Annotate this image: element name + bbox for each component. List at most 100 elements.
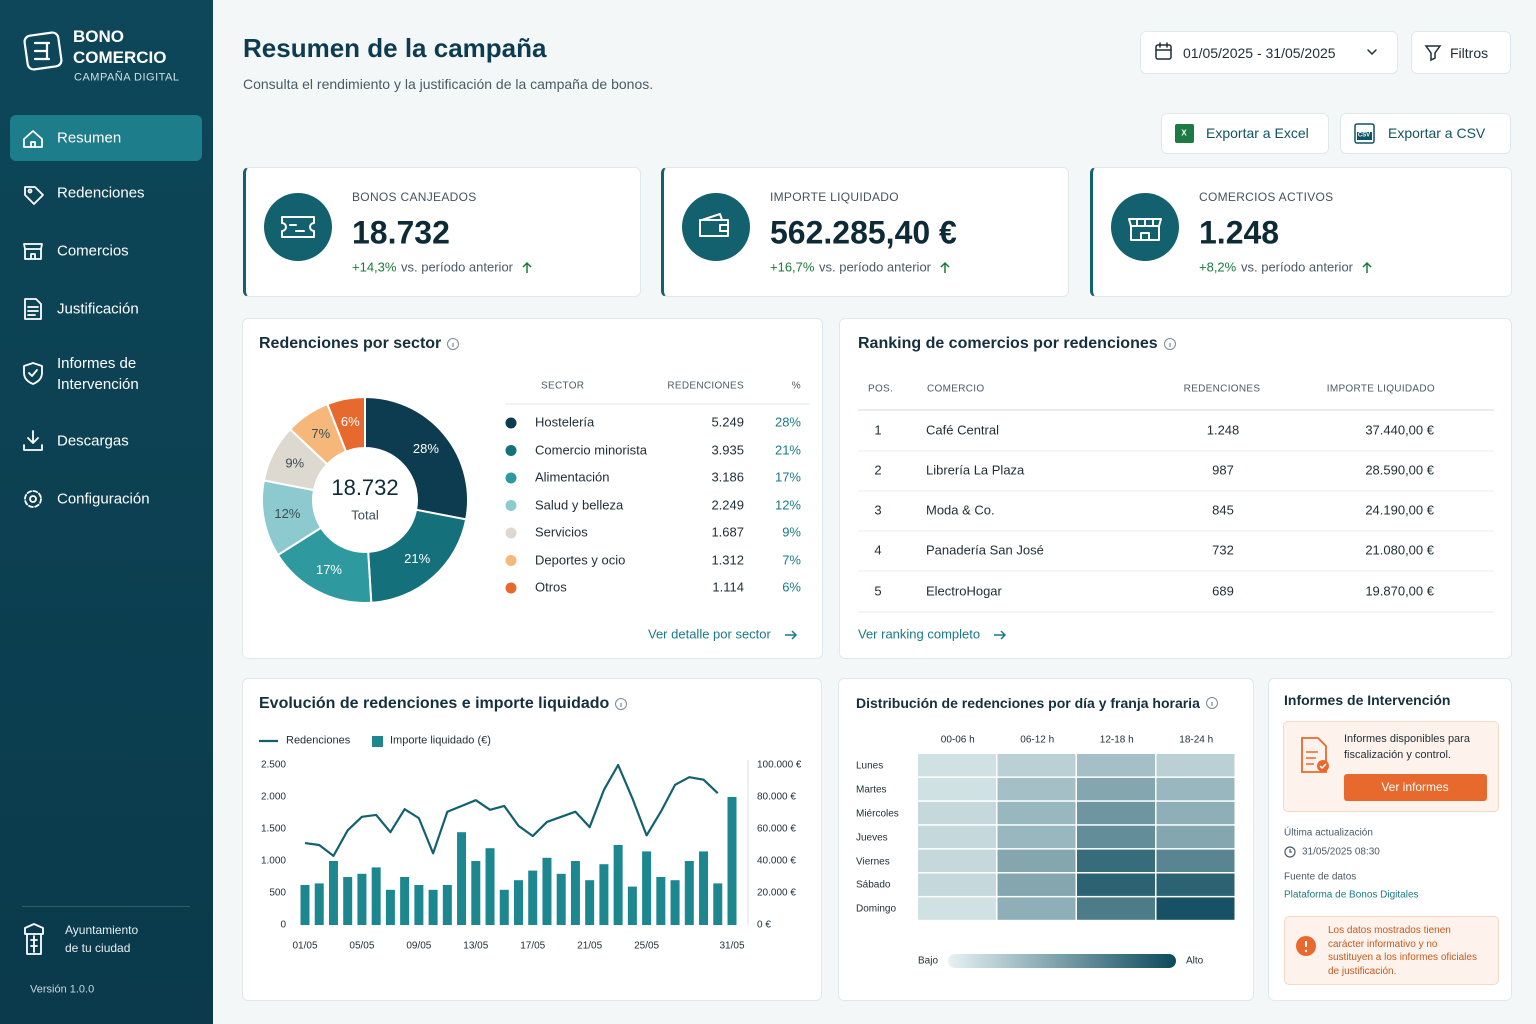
scale-high: Alto <box>1186 955 1204 967</box>
rank-name: Café Central <box>926 422 999 438</box>
kpi-card <box>1090 167 1512 297</box>
sector-share: 7% <box>782 552 801 568</box>
nav-item[interactable]: Redenciones <box>57 184 145 202</box>
x-tick-label: 01/05 <box>292 940 318 952</box>
rank-amount: 24.190,00 € <box>1365 502 1434 518</box>
column-label: 18-24 h <box>1179 734 1214 746</box>
nav-item[interactable]: Resumen <box>57 129 122 147</box>
kpi-label: IMPORTE LIQUIDADO <box>770 190 899 205</box>
sector-share: 17% <box>774 469 801 485</box>
column-header: COMERCIO <box>927 383 985 395</box>
date-button[interactable] <box>1140 31 1398 74</box>
notice-text: Los datos mostrados tienen carácter info… <box>1328 925 1477 977</box>
rank-pos: 2 <box>874 462 882 478</box>
export-excel[interactable]: Exportar a Excel <box>1206 124 1309 141</box>
updated-label: Última actualización <box>1284 827 1373 839</box>
legend-label: Importe liquidado (€) <box>390 734 491 747</box>
row-label: Sábado <box>856 879 891 891</box>
rank-amount: 19.870,00 € <box>1365 583 1434 599</box>
rank-name: Moda & Co. <box>926 502 995 518</box>
date-range[interactable]: 01/05/2025 - 31/05/2025 <box>1183 44 1336 61</box>
sector-share: 6% <box>782 579 801 595</box>
filter-label[interactable]: Filtros <box>1450 44 1489 61</box>
sector-share: 28% <box>774 414 801 430</box>
y2-tick-label: 0 € <box>757 919 771 931</box>
kpi-note: vs. período anterior <box>401 259 514 275</box>
rank-pos: 5 <box>874 583 882 599</box>
evolution-panel <box>242 678 822 1001</box>
sector-link[interactable]: Ver detalle por sector <box>648 626 771 642</box>
column-label: 00-06 h <box>940 734 975 746</box>
y2-tick-label: 60.000 € <box>757 823 796 835</box>
ranking-link[interactable]: Ver ranking completo <box>858 626 981 642</box>
row-label: Miércoles <box>856 808 899 819</box>
page-subtitle: Consulta el rendimiento y la justificaci… <box>243 75 654 92</box>
kpi-note: vs. período anterior <box>819 259 932 275</box>
nav-item[interactable]: Justificación <box>57 300 139 318</box>
panel-title: Redenciones por sector <box>259 334 442 352</box>
rank-redemptions: 845 <box>1212 502 1234 518</box>
kpi-change: +8,2% <box>1199 259 1237 275</box>
y-tick-label: 500 <box>269 887 286 899</box>
sector-value: 1.114 <box>712 579 744 595</box>
nav-item[interactable]: Comercios <box>57 242 129 260</box>
nav-item[interactable]: Configuración <box>57 490 150 508</box>
y-tick-label: 0 <box>280 919 286 931</box>
x-tick-label: 31/05 <box>719 940 745 952</box>
sidebar <box>0 0 213 1024</box>
column-header: REDENCIONES <box>1183 383 1261 395</box>
reports-button[interactable] <box>1344 774 1487 801</box>
reports-text: Informes disponibles para fiscalización … <box>1344 733 1470 761</box>
row-label: Domingo <box>856 903 897 915</box>
row-label: Lunes <box>856 760 884 772</box>
x-tick-label: 17/05 <box>520 940 546 952</box>
rank-redemptions: 732 <box>1212 542 1234 558</box>
y-tick-label: 1.500 <box>260 823 286 835</box>
nav-item[interactable]: Descargas <box>57 432 129 450</box>
rank-redemptions: 1.248 <box>1206 422 1240 438</box>
nav-item[interactable]: Informes de Intervención <box>57 355 139 393</box>
y-tick-label: 1.000 <box>260 855 286 867</box>
sector-share: 12% <box>774 497 801 513</box>
row-label: Martes <box>856 784 887 796</box>
rank-name: Librería La Plaza <box>926 462 1025 478</box>
export-csv[interactable]: Exportar a CSV <box>1388 124 1486 141</box>
sidebar-divider <box>22 906 190 907</box>
sector-name: Servicios <box>535 524 588 540</box>
brand-tagline: CAMPAÑA DIGITAL <box>74 71 180 84</box>
row-label: Jueves <box>856 831 888 843</box>
rank-amount: 28.590,00 € <box>1365 462 1434 478</box>
x-tick-label: 13/05 <box>463 940 489 952</box>
x-tick-label: 09/05 <box>406 940 432 952</box>
kpi-label: COMERCIOS ACTIVOS <box>1199 190 1334 205</box>
reports-button-label[interactable]: Ver informes <box>1381 780 1449 795</box>
sector-share: 9% <box>782 524 801 540</box>
y-tick-label: 2.000 <box>260 791 286 803</box>
kpi-value: 1.248 <box>1199 214 1280 251</box>
column-label: 12-18 h <box>1099 734 1134 746</box>
column-header: REDENCIONES <box>667 380 744 392</box>
column-header: SECTOR <box>541 380 585 392</box>
org-name: Ayuntamiento <box>65 923 139 938</box>
sector-value: 5.249 <box>711 414 744 430</box>
rank-pos: 1 <box>874 422 882 438</box>
sector-name: Alimentación <box>535 469 610 485</box>
notice-box <box>1284 916 1499 985</box>
x-tick-label: 21/05 <box>577 940 603 952</box>
sector-panel <box>242 318 823 659</box>
sector-value: 3.186 <box>711 469 744 485</box>
rank-redemptions: 987 <box>1212 462 1234 478</box>
csv-badge: CSV <box>1357 132 1371 139</box>
y2-tick-label: 40.000 € <box>757 855 796 867</box>
version: Versión 1.0.0 <box>30 983 95 996</box>
sector-name: Hostelería <box>535 414 595 430</box>
x-tick-label: 25/05 <box>634 940 660 952</box>
kpi-change: +14,3% <box>352 259 397 275</box>
sector-value: 1.312 <box>711 552 744 568</box>
sector-name: Otros <box>535 579 567 595</box>
filter-button[interactable] <box>1411 31 1511 74</box>
brand-name: COMERCIO <box>73 48 167 68</box>
y2-tick-label: 80.000 € <box>757 791 796 803</box>
legend-label: Redenciones <box>286 734 351 747</box>
